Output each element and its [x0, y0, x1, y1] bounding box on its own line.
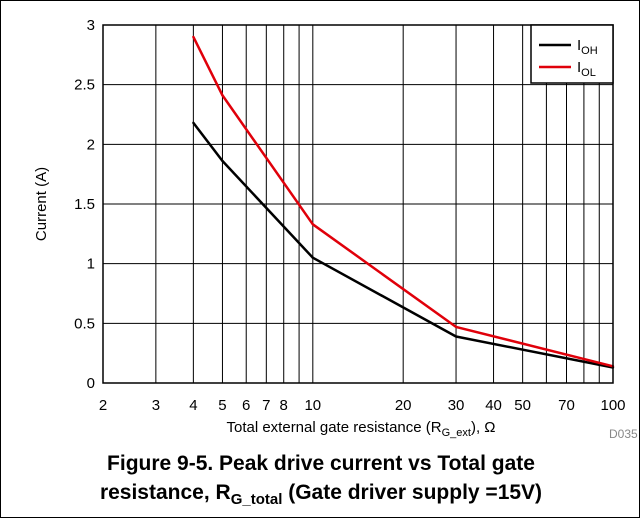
x-tick-label: 5: [218, 397, 226, 414]
y-tick-label: 1: [87, 256, 95, 273]
x-tick-label: 70: [558, 397, 575, 414]
x-axis-label-sub: G_ext: [442, 427, 471, 439]
x-tick-label: 6: [242, 397, 250, 414]
x-tick-label: 20: [395, 397, 412, 414]
data-point: [192, 36, 194, 38]
data-point: [455, 335, 457, 337]
data-point: [192, 122, 194, 124]
y-tick-label: 3: [87, 17, 95, 34]
y-axis-label: Current (A): [33, 167, 50, 241]
legend-box: [531, 25, 613, 83]
x-tick-label: 40: [485, 397, 502, 414]
caption-line-2-main: resistance, R: [100, 481, 231, 504]
x-tick-label: 3: [152, 397, 160, 414]
figure-code: D035: [609, 427, 638, 441]
data-point: [221, 94, 223, 96]
x-tick-label: 30: [448, 397, 465, 414]
x-axis-label: Total external gate resistance (RG_ext),…: [226, 419, 495, 439]
x-tick-label: 7: [262, 397, 270, 414]
caption-line-2-end: (Gate driver supply =15V): [282, 481, 542, 504]
x-tick-label: 10: [304, 397, 321, 414]
x-tick-label: 8: [280, 397, 288, 414]
data-point: [312, 223, 314, 225]
caption-line-1: Figure 9-5. Peak drive current vs Total …: [1, 449, 641, 478]
y-tick-label: 2.5: [74, 77, 95, 94]
x-axis-label-main: Total external gate resistance (R: [226, 419, 441, 436]
chart: 2 3 4 5 6 7 8 10 20 30 40 50 70 100 0 0.5 1 1.5 2 2.5 3 IOHI…: [1, 1, 641, 441]
data-point: [312, 257, 314, 259]
y-tick-label: 0: [87, 375, 95, 392]
x-tick-label: 4: [189, 397, 197, 414]
x-axis-label-end: ), Ω: [471, 419, 496, 436]
x-tick-label: 2: [99, 397, 107, 414]
caption-line-2: resistance, RG_total (Gate driver supply…: [1, 478, 641, 507]
y-tick-label: 1.5: [74, 196, 95, 213]
data-point: [455, 326, 457, 328]
data-point: [221, 160, 223, 162]
y-tick-label: 2: [87, 136, 95, 153]
x-tick-label: 100: [600, 397, 625, 414]
caption-line-2-sub: G_total: [231, 491, 283, 508]
x-tick-label: 50: [514, 397, 531, 414]
y-tick-label: 0.5: [74, 315, 95, 332]
figure-caption: Figure 9-5. Peak drive current vs Total …: [1, 449, 641, 507]
